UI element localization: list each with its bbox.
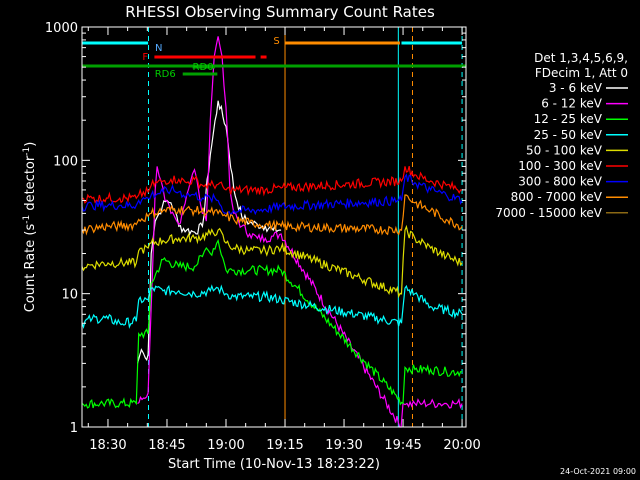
x-axis-label: Start Time (10-Nov-13 18:23:22)	[168, 457, 380, 472]
y-label-sup1: -1	[22, 215, 32, 224]
x-tick-label: 19:45	[384, 438, 421, 453]
x-tick-label: 18:30	[89, 438, 126, 453]
footer-date: 24-Oct-2021 09:00	[560, 467, 636, 476]
tick-layer: 1 10 100 1000 18:30 18:45 19:00 19:15 19:30 19:45…	[45, 21, 481, 453]
y-axis-label: Count Rate (s-1 detector-1)	[22, 142, 38, 313]
x-tick-label: 20:00	[443, 438, 480, 453]
flag-layer: N S F RD0 RD6	[82, 36, 466, 80]
y-label-mid: detector	[23, 155, 38, 215]
x-tick-label: 19:00	[207, 438, 244, 453]
series-line-300-800kev	[81, 173, 463, 217]
legend: Det 1,3,4,5,6,9, FDecim 1, Att 0 3 - 6 k…	[495, 51, 628, 220]
flag-label-n: N	[155, 43, 162, 54]
flag-label-rd6: RD6	[155, 69, 176, 80]
series-line-50-100kev	[81, 224, 463, 299]
legend-header-1: Det 1,3,4,5,6,9,	[534, 51, 628, 65]
y-label-main: Count Rate (s	[23, 224, 38, 313]
y-tick-label: 100	[53, 154, 78, 169]
legend-label-6-12kev: 6 - 12 keV	[541, 97, 603, 111]
series-line-12-25kev	[81, 238, 463, 409]
chart-title: RHESSI Observing Summary Count Rates	[125, 3, 435, 21]
x-tick-label: 18:45	[148, 438, 185, 453]
series-line-800-7000kev	[81, 194, 463, 236]
legend-label-25-50kev: 25 - 50 keV	[534, 128, 603, 142]
flag-label-rd0: RD0	[193, 62, 214, 73]
legend-label-100-300kev: 100 - 300 keV	[518, 159, 602, 173]
legend-header-2: FDecim 1, Att 0	[535, 66, 628, 80]
legend-label-50-100kev: 50 - 100 keV	[526, 143, 603, 157]
legend-label-300-800kev: 300 - 800 keV	[518, 175, 602, 189]
x-tick-label: 19:30	[325, 438, 362, 453]
data-layer	[81, 27, 463, 428]
y-tick-label: 1000	[45, 21, 78, 36]
series-line-100-300kev	[81, 165, 463, 204]
y-tick-label: 1	[70, 421, 78, 436]
legend-label-800-7000kev: 800 - 7000 keV	[511, 190, 603, 204]
plot-frame	[81, 26, 467, 428]
series-line-25-50kev	[81, 284, 463, 329]
y-label-end: )	[23, 142, 38, 147]
legend-label-7000-15000kev: 7000 - 15000 keV	[495, 206, 602, 220]
y-tick-label: 10	[61, 288, 78, 303]
flag-label-s: S	[273, 36, 279, 47]
x-tick-label: 19:15	[266, 438, 303, 453]
flag-label-f: F	[142, 52, 148, 63]
y-label-sup2: -1	[22, 147, 32, 156]
legend-label-3-6kev: 3 - 6 keV	[549, 81, 603, 95]
legend-label-12-25kev: 12 - 25 keV	[534, 112, 603, 126]
